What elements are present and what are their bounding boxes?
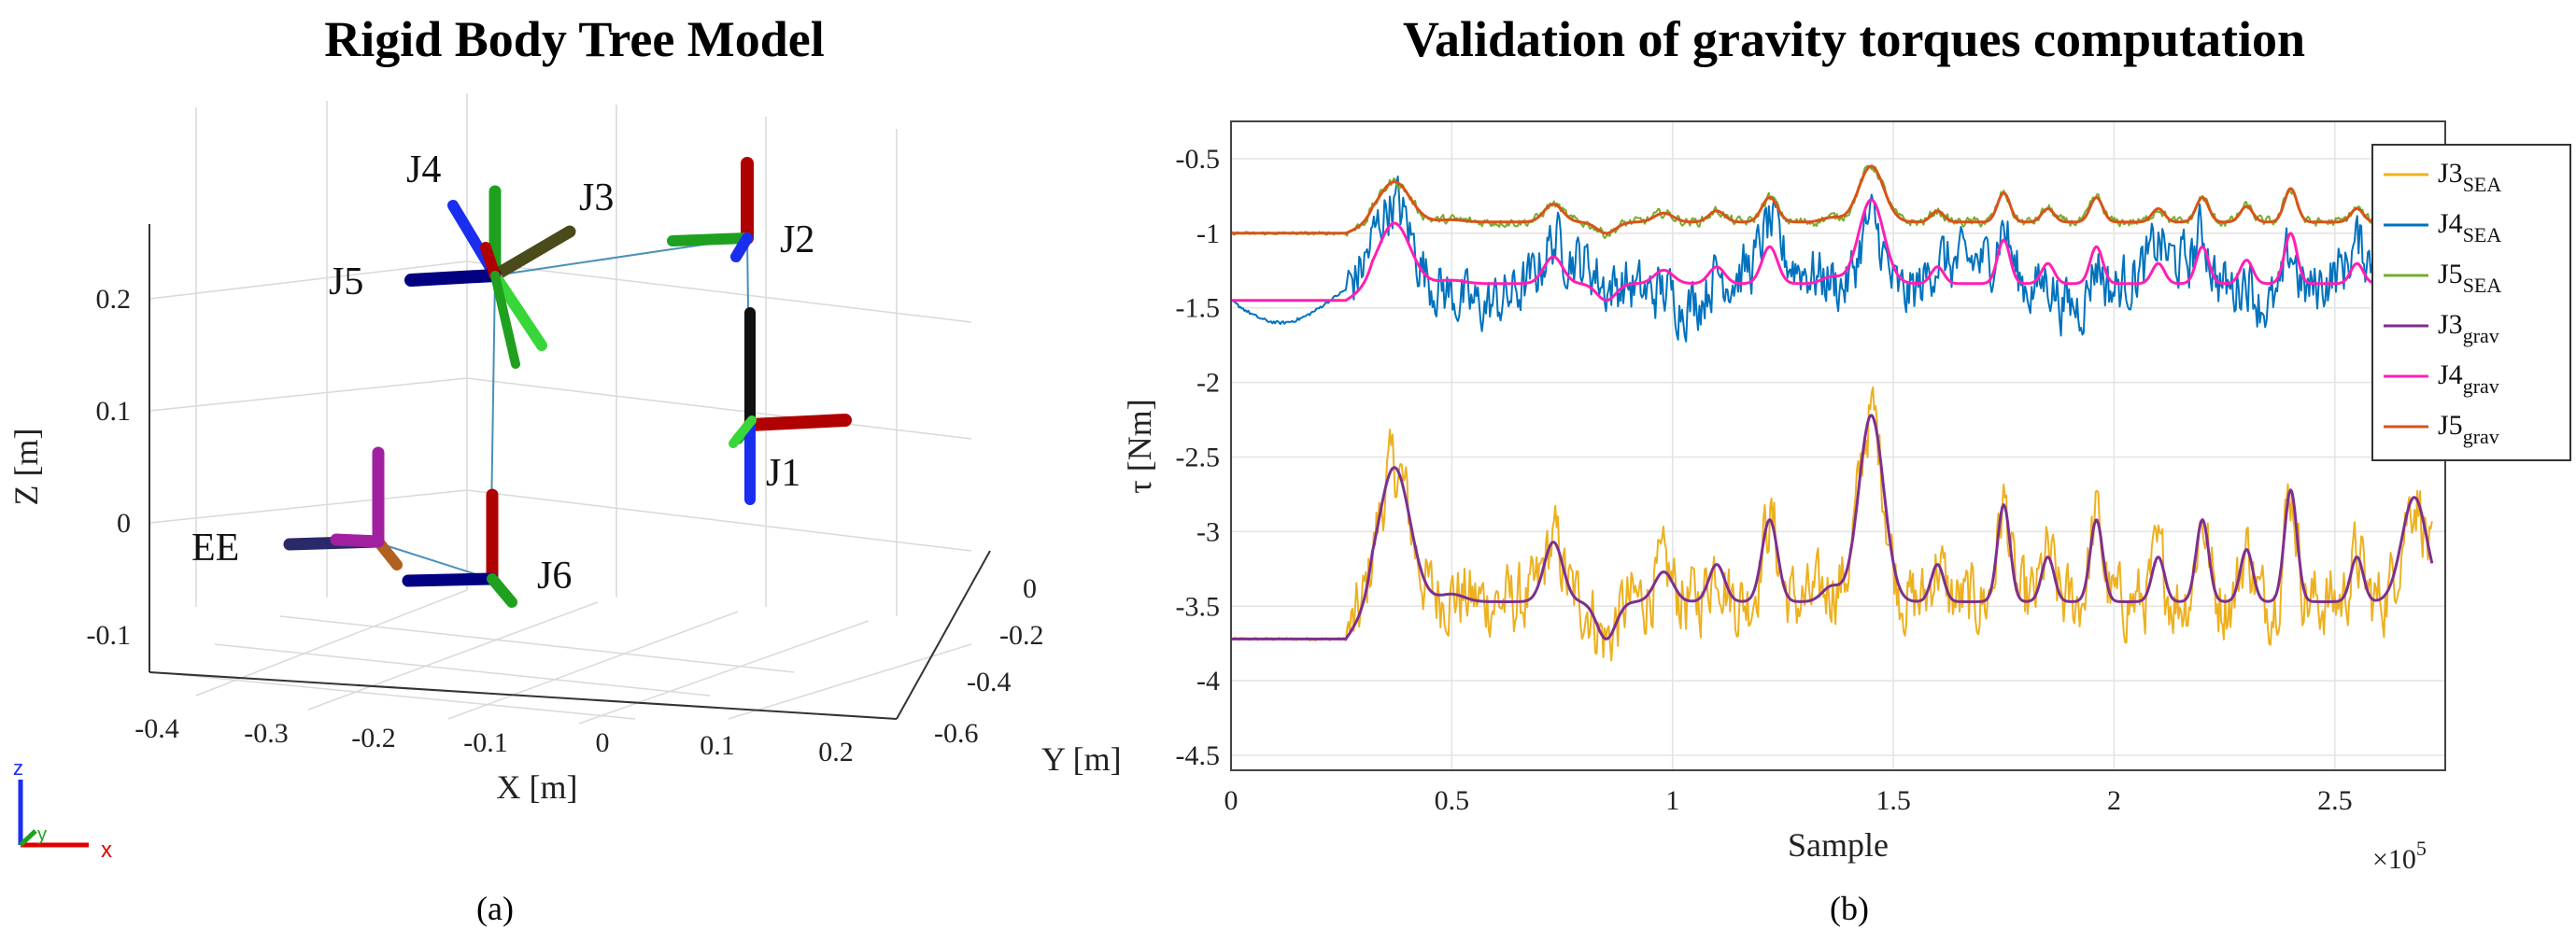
legend-entry: J4SEA bbox=[2438, 208, 2501, 246]
y-tick: -0.6 bbox=[934, 718, 979, 749]
z-tick: 0 bbox=[117, 508, 131, 539]
triad-z-label: z bbox=[13, 756, 23, 780]
y-tick: -0.4 bbox=[967, 667, 1012, 697]
y-tick: 0 bbox=[1023, 573, 1037, 604]
panel-b-caption: (b) bbox=[1830, 890, 1869, 927]
y-tick-label: -0.5 bbox=[1176, 144, 1221, 175]
chart-grid bbox=[1230, 121, 2445, 770]
frame-j1 bbox=[729, 307, 852, 505]
x-tick: -0.4 bbox=[134, 713, 179, 744]
series-line-j5-sea bbox=[1230, 164, 2433, 240]
x-ticks: -0.4 -0.3 -0.2 -0.1 0 0.1 0.2 bbox=[134, 713, 854, 767]
x-tick: 0.2 bbox=[818, 737, 854, 767]
panel-a-caption: (a) bbox=[476, 890, 514, 927]
panel-a: Rigid Body Tree Model bbox=[7, 11, 1122, 927]
joint-label-j5: J5 bbox=[329, 260, 363, 303]
series-line-j4-grav bbox=[1230, 198, 2434, 303]
x-tick-label: 1.5 bbox=[1875, 785, 1911, 816]
frame-j3-j4-j5 bbox=[404, 185, 576, 369]
z-ticks: 0.2 0.1 0 -0.1 bbox=[87, 284, 132, 651]
y-tick-label: -4 bbox=[1196, 666, 1220, 697]
series-line-j3-grav bbox=[1230, 414, 2434, 640]
x-tick: 0 bbox=[596, 727, 610, 758]
series-line-j5-grav bbox=[1230, 164, 2434, 235]
frame-j6 bbox=[402, 488, 517, 608]
z-tick: 0.2 bbox=[96, 284, 132, 315]
x-multiplier: ×105 bbox=[2372, 837, 2427, 875]
legend-entry: J5SEA bbox=[2438, 259, 2501, 297]
joint-label-j1: J1 bbox=[766, 452, 800, 495]
y-ticks: 0 -0.2 -0.4 -0.6 bbox=[934, 573, 1044, 749]
joint-label-j2: J2 bbox=[780, 218, 814, 261]
triad-y-label: y bbox=[37, 824, 47, 845]
chart-ticks: 0 0.5 1 1.5 2 2.5 -0.5 -1 -1.5 -2 -2.5 -3 -3.5 -4 -4.5 bbox=[1176, 144, 2353, 816]
y-tick-label: -1 bbox=[1196, 218, 1220, 249]
x-tick-label: 2.5 bbox=[2317, 785, 2353, 816]
joint-label-j3: J3 bbox=[579, 176, 614, 219]
legend-entry: J3SEA bbox=[2438, 158, 2501, 196]
joint-label-j6: J6 bbox=[537, 555, 572, 598]
chart-title: Validation of gravity torques computatio… bbox=[1403, 11, 2305, 67]
x-tick: -0.2 bbox=[351, 723, 396, 753]
triad-x-label: x bbox=[101, 837, 112, 863]
x-tick-label: 2 bbox=[2107, 785, 2121, 816]
legend-entry: J3grav bbox=[2438, 309, 2499, 347]
legend-entry: J4grav bbox=[2438, 359, 2499, 398]
y-tick-label: -3.5 bbox=[1176, 591, 1221, 622]
chart-ylabel: τ [Nm] bbox=[1121, 399, 1158, 493]
frame-ee bbox=[283, 446, 403, 570]
x-tick-label: 1 bbox=[1665, 785, 1679, 816]
panel-b: Validation of gravity torques computatio… bbox=[1121, 11, 2571, 927]
series-line-j3-sea bbox=[1230, 386, 2433, 662]
orientation-triad: z y x bbox=[13, 756, 112, 863]
x-tick: -0.1 bbox=[463, 727, 508, 758]
chart-xlabel: Sample bbox=[1788, 826, 1889, 864]
y-tick: -0.2 bbox=[999, 620, 1044, 651]
y-tick-label: -2.5 bbox=[1176, 442, 1221, 472]
panel-a-axes bbox=[149, 224, 991, 720]
z-axis-label: Z [m] bbox=[7, 429, 45, 506]
series-line-j4-sea bbox=[1230, 176, 2433, 343]
z-tick: -0.1 bbox=[87, 620, 132, 651]
y-tick-label: -1.5 bbox=[1176, 293, 1221, 324]
joint-label-j4: J4 bbox=[406, 148, 441, 191]
x-tick-label: 0 bbox=[1224, 785, 1238, 816]
chart-series bbox=[1230, 164, 2434, 662]
joint-label-ee: EE bbox=[191, 527, 239, 570]
y-tick-label: -3 bbox=[1196, 516, 1220, 547]
legend-box bbox=[2371, 144, 2571, 461]
x-multiplier-base: ×10 bbox=[2372, 844, 2416, 875]
z-tick: 0.1 bbox=[96, 396, 132, 427]
x-tick-label: 0.5 bbox=[1435, 785, 1470, 816]
panel-a-title: Rigid Body Tree Model bbox=[324, 11, 825, 67]
frame-j2 bbox=[667, 157, 754, 262]
x-multiplier-exp: 5 bbox=[2416, 837, 2427, 860]
panel-a-grid bbox=[149, 93, 972, 725]
y-tick-label: -2 bbox=[1196, 368, 1220, 399]
y-axis-label: Y [m] bbox=[1041, 740, 1122, 778]
x-axis-label: X [m] bbox=[497, 768, 578, 806]
x-tick: -0.3 bbox=[244, 718, 289, 749]
chart-legend: J3SEA J4SEA J5SEA J3grav J4grav J5grav bbox=[2371, 144, 2571, 461]
legend-entry: J5grav bbox=[2438, 410, 2499, 448]
y-tick-label: -4.5 bbox=[1176, 740, 1221, 771]
x-tick: 0.1 bbox=[700, 730, 735, 761]
